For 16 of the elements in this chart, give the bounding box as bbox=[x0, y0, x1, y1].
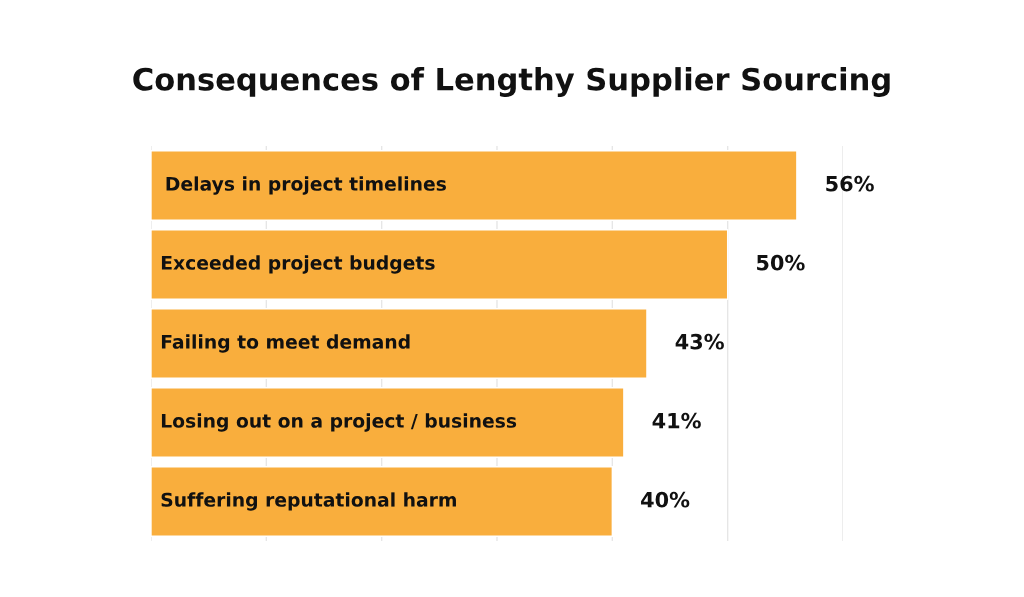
data-label: 56% bbox=[826, 175, 874, 192]
data-label: 43% bbox=[675, 333, 724, 350]
y-tick-label: Failing to meet demand bbox=[161, 334, 410, 353]
bar bbox=[151, 229, 729, 300]
bar bbox=[151, 308, 648, 379]
chart-title: Consequences of Lengthy Supplier Sourcing bbox=[133, 67, 890, 97]
bar bbox=[151, 466, 614, 537]
bar bbox=[151, 150, 798, 221]
data-label: 41% bbox=[652, 412, 701, 429]
bar bbox=[151, 387, 625, 458]
y-tick-label: Losing out on a project / business bbox=[161, 413, 517, 432]
data-label: 40% bbox=[641, 491, 690, 508]
data-label: 50% bbox=[757, 254, 805, 271]
y-tick-label: Suffering reputational harm bbox=[161, 492, 456, 511]
y-tick-label: Exceeded project budgets bbox=[161, 255, 435, 274]
y-tick-label: Delays in project timelines bbox=[166, 176, 446, 195]
